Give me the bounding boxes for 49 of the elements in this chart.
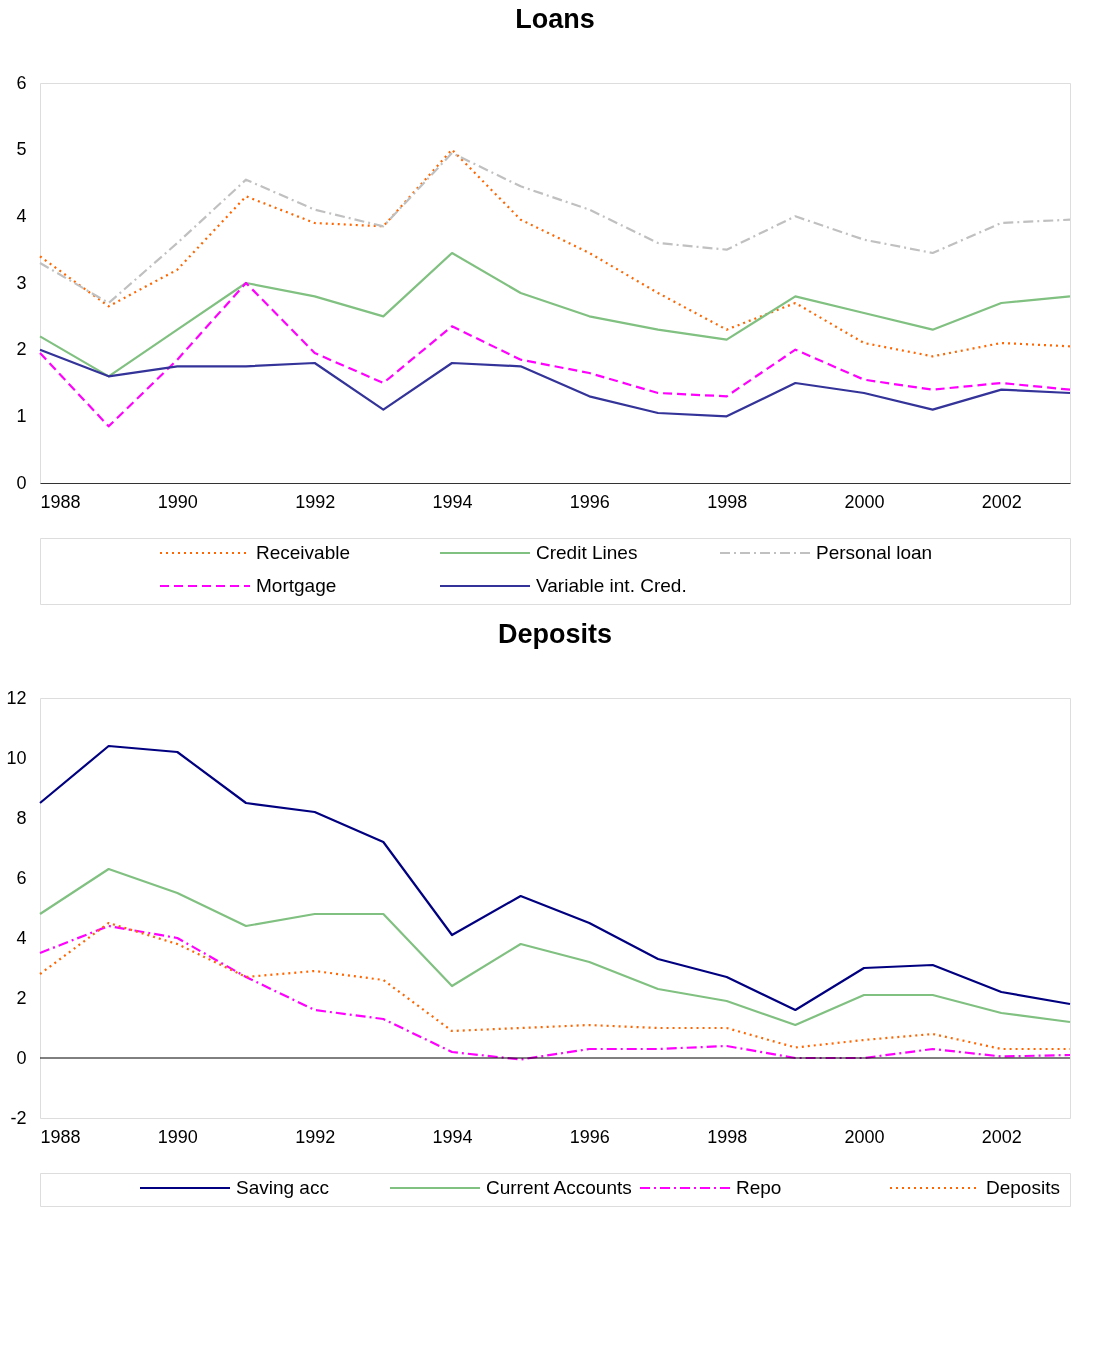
y-tick-label: 6 [16, 72, 27, 93]
legend-label: Variable int. Cred. [536, 575, 687, 596]
y-tick-label: 8 [16, 807, 27, 828]
x-tick-label: 1994 [432, 1126, 473, 1147]
y-tick-label: 12 [6, 687, 27, 708]
legend-label: Current Accounts [486, 1177, 632, 1198]
legend-label: Personal loan [816, 542, 933, 563]
chart-title: Deposits [497, 619, 613, 649]
y-tick-label: 2 [16, 339, 27, 360]
y-tick-label: 6 [16, 867, 27, 888]
line-series [38, 281, 1072, 428]
x-tick-label: 1998 [707, 1126, 748, 1147]
x-tick-label: 1990 [157, 1126, 198, 1147]
x-tick-label: 1988 [40, 491, 81, 512]
x-tick-label: 1990 [157, 491, 198, 512]
y-tick-label: 10 [6, 747, 27, 768]
x-tick-label: 2002 [981, 491, 1022, 512]
chart-title: Loans [515, 4, 595, 34]
line-series [38, 744, 1072, 1012]
y-tick-label: 4 [16, 927, 27, 948]
y-tick-label: 5 [16, 139, 27, 160]
legend-label: Credit Lines [536, 542, 638, 563]
line-series [38, 348, 1072, 418]
y-tick-label: -2 [10, 1107, 27, 1128]
y-tick-label: 0 [16, 1047, 27, 1068]
line-series [38, 251, 1072, 378]
legend-label: Deposits [986, 1177, 1060, 1198]
legend-label: Mortgage [256, 575, 337, 596]
x-tick-label: 2000 [844, 1126, 885, 1147]
y-tick-label: 0 [16, 472, 27, 493]
line-series [38, 148, 1072, 358]
legend-label: Saving acc [236, 1177, 329, 1198]
x-tick-label: 1996 [569, 1126, 610, 1147]
x-tick-label: 1994 [432, 491, 473, 512]
x-tick-label: 2002 [981, 1126, 1022, 1147]
y-tick-label: 3 [16, 272, 27, 293]
line-series [38, 151, 1072, 305]
x-tick-label: 1998 [707, 491, 748, 512]
x-tick-label: 1992 [295, 1126, 336, 1147]
line-series [38, 867, 1072, 1027]
y-tick-label: 4 [16, 205, 27, 226]
x-tick-label: 1988 [40, 1126, 81, 1147]
legend-label: Repo [736, 1177, 782, 1198]
legend-label: Receivable [256, 542, 350, 563]
x-tick-label: 1996 [569, 491, 610, 512]
x-tick-label: 1992 [295, 491, 336, 512]
y-tick-label: 1 [16, 405, 27, 426]
y-tick-label: 2 [16, 987, 27, 1008]
x-tick-label: 2000 [844, 491, 885, 512]
